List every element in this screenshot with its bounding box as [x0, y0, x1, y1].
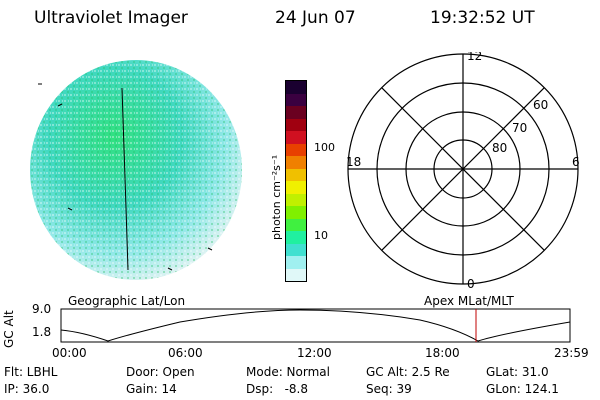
colorbar-segment	[286, 181, 306, 194]
colorbar-segment	[286, 206, 306, 219]
uv-image-disk	[30, 60, 242, 280]
timeline-ytick-1-8: 1.8	[32, 325, 52, 339]
status-gain: Gain: 14	[126, 382, 177, 396]
colorbar-segment	[286, 193, 306, 206]
date-label: 24 Jun 07	[275, 8, 356, 28]
colorbar	[285, 80, 307, 282]
terminator-line	[121, 87, 129, 271]
timeline-xtick-0600: 06:00	[168, 346, 203, 360]
lat-label-60: 60	[533, 98, 548, 112]
timeline-xtick-2359: 23:59	[554, 346, 589, 360]
timeline-frame	[60, 308, 571, 343]
altitude-curve	[60, 309, 571, 342]
mlt-label-0: 0	[467, 277, 475, 291]
colorbar-segment	[286, 143, 306, 156]
colorbar-tick-10: 10	[314, 229, 328, 242]
status-seq: Seq: 39	[366, 382, 412, 396]
colorbar-segment	[286, 231, 306, 244]
colorbar-segment	[286, 218, 306, 231]
instrument-title: Ultraviolet Imager	[34, 8, 188, 28]
colorbar-unit-label: photon cm⁻²s⁻¹	[270, 154, 283, 240]
colorbar-segment	[286, 168, 306, 181]
altitude-timeline	[60, 308, 571, 343]
status-gc-alt: GC Alt: 2.5 Re	[366, 365, 450, 379]
colorbar-segment	[286, 118, 306, 131]
colorbar-segment	[286, 243, 306, 256]
timeline-xtick-1200: 12:00	[297, 346, 332, 360]
timeline-xtick-1800: 18:00	[425, 346, 460, 360]
colorbar-tick-100: 100	[314, 141, 335, 154]
status-dsp: Dsp: -8.8	[246, 382, 309, 396]
timeline-right-label: Apex MLat/MLT	[424, 294, 514, 308]
timeline-ytick-9: 9.0	[32, 302, 52, 316]
time-label: 19:32:52 UT	[430, 8, 535, 28]
disk-texture	[30, 60, 242, 280]
colorbar-segment	[286, 256, 306, 269]
mlt-label-18: 18	[346, 155, 361, 169]
colorbar-segment	[286, 93, 306, 106]
polar-diagonal-2	[381, 87, 545, 251]
polar-plot: 12 18 6 0 60 70 80	[346, 52, 580, 291]
lat-label-80: 80	[492, 141, 507, 155]
timeline-ylabel: GC Alt	[2, 310, 16, 348]
status-mode: Mode: Normal	[246, 365, 330, 379]
colorbar-segment	[286, 268, 306, 281]
timeline-xtick-0000: 00:00	[52, 346, 87, 360]
colorbar-segment	[286, 131, 306, 144]
colorbar-segment	[286, 156, 306, 169]
mlt-label-12: 12	[467, 52, 482, 63]
colorbar-segment	[286, 81, 306, 94]
colorbar-segment	[286, 106, 306, 119]
coastline-fragments	[38, 83, 213, 271]
status-glat: GLat: 31.0	[486, 365, 549, 379]
status-ip: IP: 36.0	[4, 382, 50, 396]
timeline-left-label: Geographic Lat/Lon	[68, 294, 186, 308]
lat-label-70: 70	[512, 121, 527, 135]
status-flt: Flt: LBHL	[4, 365, 58, 379]
status-door: Door: Open	[126, 365, 195, 379]
status-glon: GLon: 124.1	[486, 382, 559, 396]
mlt-label-6: 6	[572, 155, 580, 169]
